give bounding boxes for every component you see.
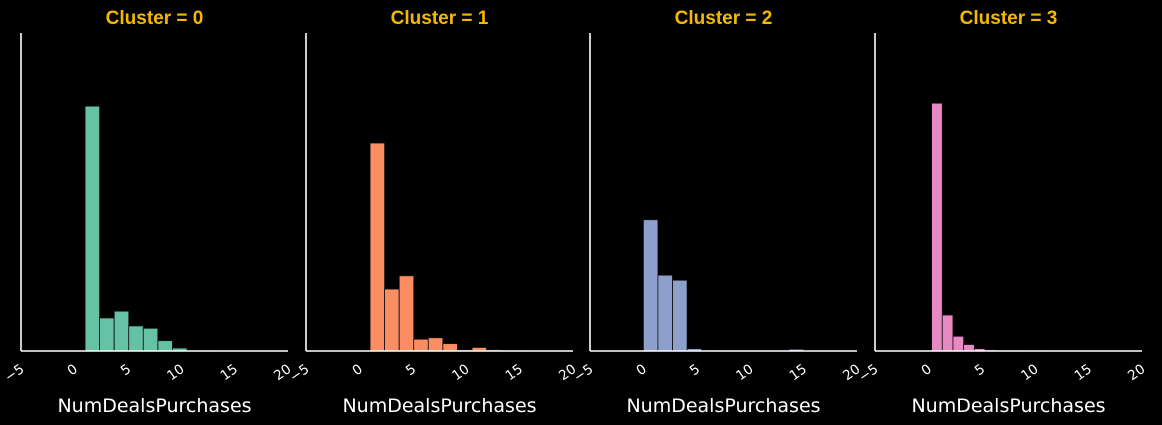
- histogram-bar: [157, 340, 173, 352]
- histogram-bar: [384, 288, 400, 352]
- histogram-bar: [398, 275, 415, 352]
- x-tick-label: 10: [733, 361, 756, 384]
- x-tick-label: −5: [571, 361, 596, 386]
- x-tick-label: −5: [856, 361, 881, 386]
- x-tick-label: 15: [1072, 361, 1095, 384]
- histogram-bar: [369, 142, 385, 352]
- histogram-bar: [128, 325, 144, 352]
- x-tick-label: 10: [1018, 361, 1041, 384]
- histogram-bar: [941, 314, 954, 352]
- x-tick-label: 0: [64, 361, 80, 379]
- histogram-bar: [672, 279, 688, 352]
- histogram-bar: [643, 219, 659, 352]
- facet-title: Cluster = 2: [675, 8, 773, 29]
- histogram-bar: [84, 105, 101, 352]
- facet-panel-3: −5 0 5 10 15 20 Cluster = 3 NumDealsPurchases: [856, 8, 1148, 417]
- x-tick-label: 15: [503, 361, 526, 384]
- x-axis-label: NumDealsPurchases: [911, 395, 1105, 417]
- x-axis-label: NumDealsPurchases: [57, 395, 251, 417]
- x-tick-label: 15: [218, 361, 241, 384]
- x-tick-label: 5: [687, 361, 703, 379]
- x-tick-label: 10: [164, 361, 187, 384]
- histogram-bar: [952, 335, 965, 352]
- histogram-bar: [113, 310, 130, 352]
- histogram-bar: [413, 338, 429, 352]
- histogram-bar: [931, 102, 943, 352]
- x-tick-label: 0: [918, 361, 934, 379]
- x-tick-label: 15: [787, 361, 810, 384]
- histogram-bar: [657, 274, 673, 352]
- histogram-bar: [442, 343, 458, 352]
- histogram-bar: [963, 344, 975, 352]
- x-axis-label: NumDealsPurchases: [342, 395, 536, 417]
- x-tick-label: −5: [287, 361, 312, 386]
- facet-title: Cluster = 1: [391, 8, 489, 29]
- x-tick-label: 5: [972, 361, 988, 379]
- x-tick-label: 10: [449, 361, 472, 384]
- facet-title: Cluster = 3: [960, 8, 1058, 29]
- x-axis-label: NumDealsPurchases: [626, 395, 820, 417]
- x-tick-label: 5: [403, 361, 419, 379]
- x-tick-label: 0: [349, 361, 365, 379]
- x-tick-label: 5: [118, 361, 134, 379]
- histogram-bar: [142, 327, 159, 352]
- x-tick-label: 0: [633, 361, 649, 379]
- histogram-bar: [427, 337, 444, 352]
- x-tick-label: 20: [1125, 361, 1148, 384]
- facet-title: Cluster = 0: [106, 8, 204, 29]
- histogram-bar: [99, 317, 115, 352]
- x-tick-label: −5: [2, 361, 27, 386]
